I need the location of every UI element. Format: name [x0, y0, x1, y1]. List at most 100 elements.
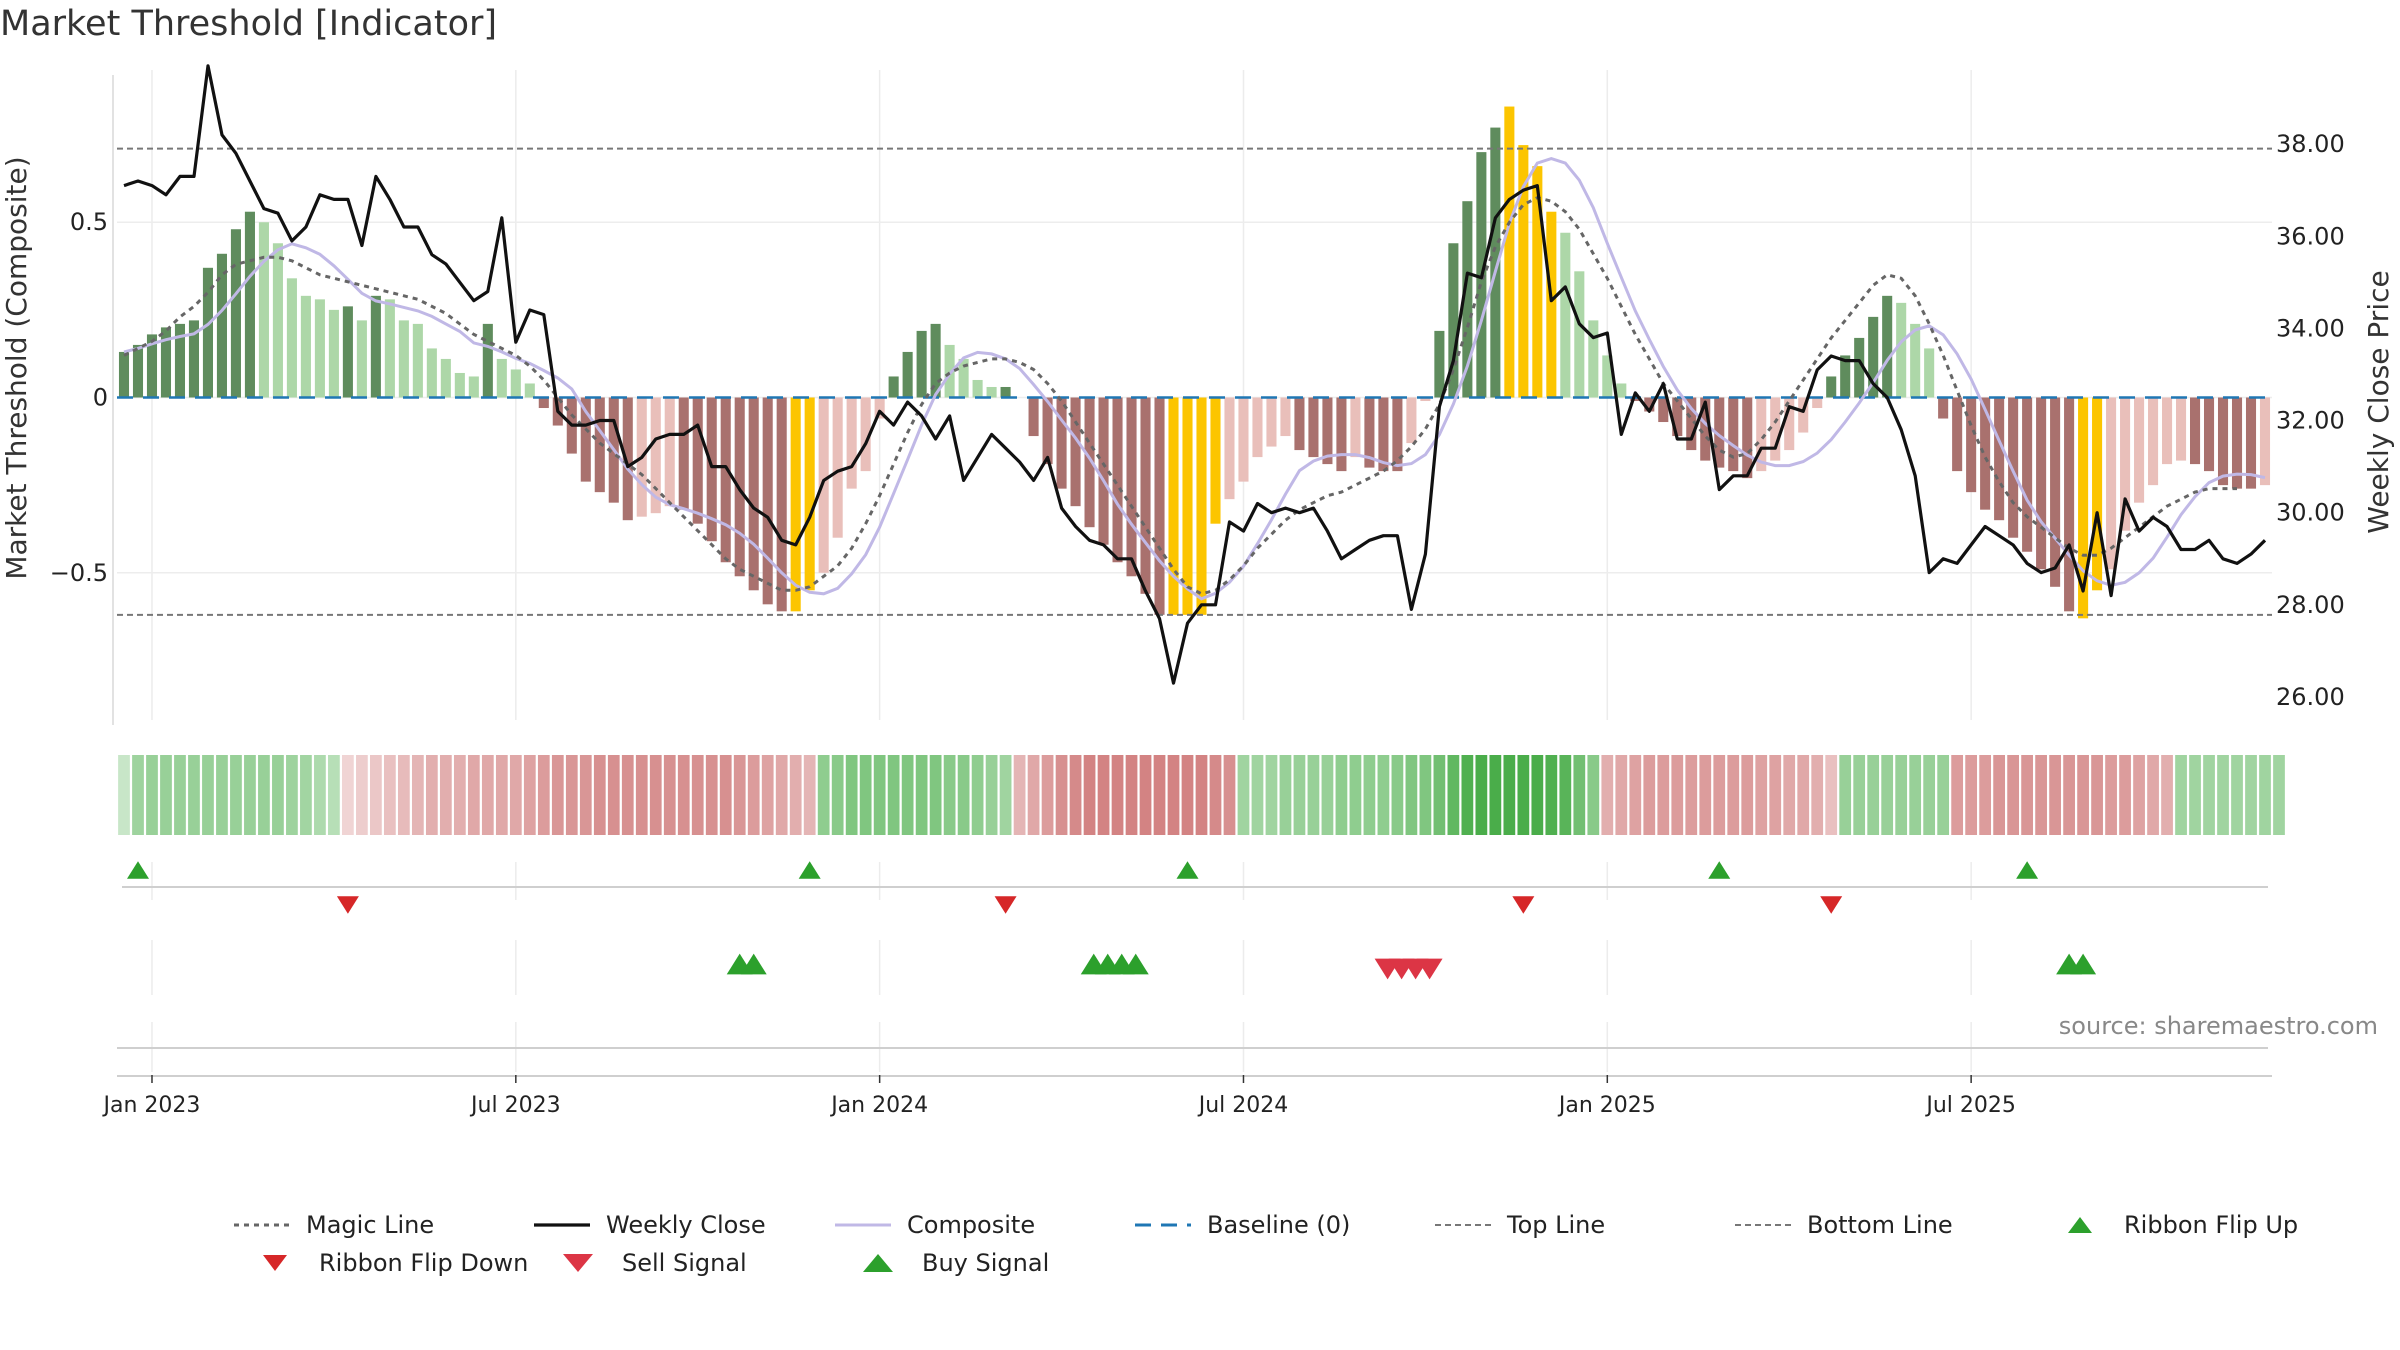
- x-tick-label: Jan 2023: [102, 1093, 201, 1118]
- ribbon-cell: [1755, 755, 1768, 835]
- composite-bar: [1966, 397, 1977, 493]
- ribbon-cell: [1153, 755, 1166, 835]
- series-lines: [123, 64, 2267, 685]
- composite-bar: [664, 397, 675, 507]
- signal-markers: [126, 861, 2097, 980]
- composite-bar: [1518, 145, 1529, 398]
- composite-bar: [426, 348, 437, 398]
- composite-bar: [202, 267, 213, 398]
- composite-bar: [1770, 397, 1781, 461]
- composite-bar: [1938, 397, 1949, 419]
- ribbon-cell: [775, 755, 788, 835]
- composite-bar: [230, 229, 241, 398]
- ribbon-cell: [397, 755, 410, 835]
- legend-item-flip_down: Ribbon Flip Down: [245, 1243, 528, 1283]
- legend-label: Baseline (0): [1207, 1211, 1351, 1239]
- ribbon-cell: [1587, 755, 1600, 835]
- ribbon-cell: [2259, 755, 2271, 835]
- ribbon-cell: [2231, 755, 2243, 835]
- composite-bar: [1574, 271, 1585, 398]
- ribbon-cell: [593, 755, 606, 835]
- composite-bar: [1434, 330, 1445, 398]
- composite-bar: [2120, 397, 2131, 531]
- sell-signal-marker: [1416, 958, 1443, 980]
- composite-bar: [538, 397, 549, 409]
- ribbon-cell: [1503, 755, 1516, 835]
- composite-bar: [2064, 397, 2075, 612]
- composite-bar: [650, 397, 661, 514]
- ribbon-cell: [1867, 755, 1880, 835]
- ribbon-cell: [2007, 755, 2019, 835]
- ribbon-cell: [425, 755, 438, 835]
- y-right-tick-label: 28.00: [2276, 591, 2345, 619]
- composite-bar: [1756, 397, 1767, 472]
- composite-bar: [1112, 397, 1123, 563]
- composite-bar: [1812, 397, 1823, 409]
- y-right-tick-label: 38.00: [2276, 130, 2345, 158]
- composite-bar: [2106, 397, 2117, 570]
- composite-bar: [188, 320, 200, 398]
- composite-bar: [2092, 397, 2103, 591]
- composite-bar: [510, 369, 521, 398]
- x-tick-label: Jan 2025: [1557, 1093, 1656, 1118]
- ribbon-cell: [803, 755, 816, 835]
- composite-bar: [2050, 397, 2061, 587]
- composite-bar: [1252, 397, 1263, 458]
- ribbon-cell: [272, 755, 284, 835]
- ribbon-cell: [551, 755, 564, 835]
- composite-bar: [468, 376, 479, 398]
- ribbon-cell: [411, 755, 424, 835]
- composite-bar: [1462, 201, 1473, 398]
- ribbon-cell: [1111, 755, 1124, 835]
- composite-bar: [902, 351, 913, 398]
- composite-bar: [1686, 397, 1697, 451]
- composite-bar: [1210, 397, 1221, 524]
- composite-bar: [776, 397, 787, 612]
- composite-bar: [2259, 397, 2271, 486]
- composite-bar: [1784, 397, 1795, 451]
- ribbon-cell: [1405, 755, 1418, 835]
- ribbon-flip-down-marker: [1512, 896, 1535, 914]
- composite-bar: [1196, 397, 1207, 615]
- composite-bar: [1168, 397, 1179, 615]
- legend-label: Ribbon Flip Down: [319, 1249, 529, 1277]
- legend-swatch: [1735, 1224, 1791, 1226]
- composite-bar: [174, 323, 186, 398]
- ribbon-cell: [1895, 755, 1908, 835]
- ribbon-cell: [1041, 755, 1054, 835]
- composite-bar: [1182, 397, 1193, 615]
- ribbon-cell: [2049, 755, 2061, 835]
- composite-bar: [286, 278, 297, 398]
- ribbon-cell: [1643, 755, 1656, 835]
- composite-bar: [1322, 397, 1333, 465]
- ribbon-cell: [1027, 755, 1040, 835]
- ribbon-cell: [1349, 755, 1362, 835]
- ribbon-cell: [1797, 755, 1810, 835]
- composite-bar: [1798, 397, 1809, 433]
- ribbon-cell: [1979, 755, 1992, 835]
- composite-bar: [1868, 316, 1879, 398]
- threshold-lines: [117, 147, 2272, 616]
- composite-bar: [1406, 397, 1417, 444]
- composite-bar: [384, 299, 395, 398]
- x-tick-label: Jul 2025: [1924, 1093, 2016, 1118]
- ribbon-cell: [901, 755, 914, 835]
- composite-bar: [622, 397, 633, 521]
- ribbon-cell: [258, 755, 270, 835]
- composite-bar: [2176, 397, 2187, 461]
- ribbon-cell: [1937, 755, 1950, 835]
- source-note: source: sharemaestro.com: [2058, 1012, 2378, 1040]
- ribbon-cell: [342, 755, 354, 835]
- composite-bar: [1672, 397, 1683, 437]
- ribbon-cell: [1293, 755, 1306, 835]
- composite-bar: [160, 327, 172, 398]
- ribbon-cell: [2063, 755, 2075, 835]
- composite-bar: [328, 309, 339, 398]
- composite-bar: [300, 295, 311, 398]
- composite-bar: [1392, 397, 1403, 472]
- composite-bar: [1910, 323, 1921, 398]
- composite-line: [123, 157, 2266, 601]
- legend-label: Weekly Close: [606, 1211, 766, 1239]
- x-tick-label: Jul 2024: [1197, 1093, 1289, 1118]
